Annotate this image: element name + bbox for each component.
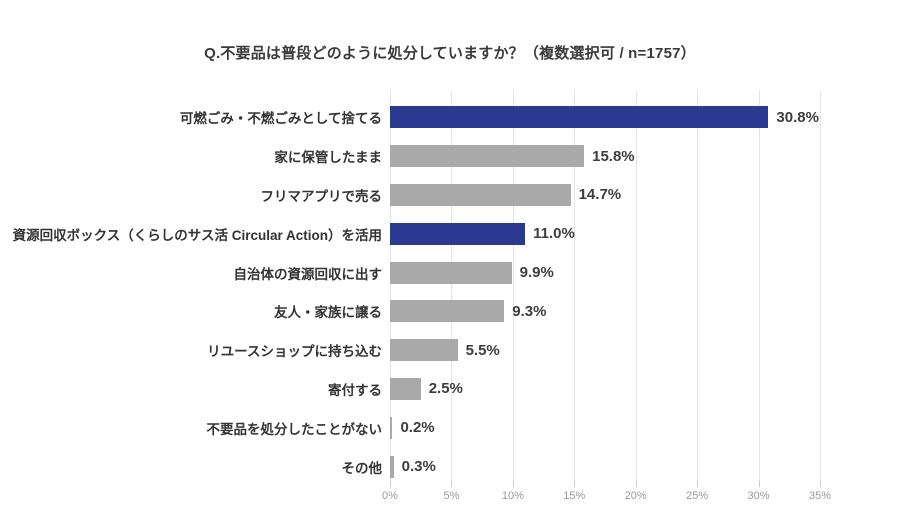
bar-area: 9.3% bbox=[390, 292, 860, 331]
chart-row: フリマアプリで売る 14.7% bbox=[0, 176, 900, 215]
x-axis-tick bbox=[574, 480, 576, 487]
chart-row: 資源回収ボックス（くらしのサス活 Circular Action）を活用 11.0… bbox=[0, 214, 900, 253]
chart-rows: 可燃ごみ・不燃ごみとして捨てる 30.8% 家に保管したまま 15.8% フリマアプリで… bbox=[0, 98, 900, 486]
bar bbox=[390, 339, 458, 362]
gridline bbox=[574, 90, 576, 480]
chart-row: 自治体の資源回収に出す 9.9% bbox=[0, 253, 900, 292]
gridline bbox=[390, 90, 391, 480]
value-label: 2.5% bbox=[428, 380, 463, 398]
value-label: 0.3% bbox=[401, 458, 436, 476]
gridline bbox=[512, 90, 514, 480]
bar bbox=[390, 222, 526, 245]
bar-area: 15.8% bbox=[390, 137, 860, 176]
value-label: 0.2% bbox=[400, 419, 435, 437]
bar bbox=[390, 455, 394, 478]
category-label: 不要品を処分したことがない bbox=[206, 421, 383, 437]
bar bbox=[390, 145, 585, 168]
category-label: リユースショップに持ち込む bbox=[207, 344, 382, 360]
x-axis-tick-label: 25% bbox=[686, 490, 709, 502]
bar-area: 14.7% bbox=[390, 176, 860, 215]
bar-area: 11.0% bbox=[390, 214, 860, 253]
chart-row: 家に保管したまま 15.8% bbox=[0, 137, 900, 176]
x-axis-tick bbox=[697, 480, 699, 487]
x-axis-tick bbox=[758, 480, 760, 487]
gridline bbox=[635, 90, 637, 480]
x-axis-tick-label: 10% bbox=[501, 490, 524, 502]
bar-area: 0.2% bbox=[390, 408, 860, 447]
x-axis-tick bbox=[390, 480, 391, 487]
bar-area: 9.9% bbox=[390, 253, 860, 292]
value-label: 5.5% bbox=[465, 341, 500, 359]
category-label: 友人・家族に譲る bbox=[274, 305, 382, 321]
x-axis-tick-label: 30% bbox=[747, 490, 770, 502]
chart-title: Q.不要品は普段どのように処分していますか？（複数選択可 / n=1757） bbox=[204, 45, 696, 62]
gridline bbox=[697, 90, 699, 480]
chart-row: 寄付する 2.5% bbox=[0, 370, 900, 409]
bar-area: 30.8% bbox=[390, 98, 860, 137]
category-label: 自治体の資源回収に出す bbox=[233, 266, 383, 282]
gridline bbox=[820, 90, 821, 480]
x-axis-tick-label: 15% bbox=[563, 490, 586, 502]
chart-row: その他 0.3% bbox=[0, 447, 900, 486]
x-axis-tick-label: 35% bbox=[808, 490, 832, 502]
x-axis-tick-label: 5% bbox=[443, 490, 460, 502]
category-label: その他 bbox=[341, 460, 383, 476]
chart-row: 可燃ごみ・不燃ごみとして捨てる 30.8% bbox=[0, 98, 900, 137]
category-label: 寄付する bbox=[328, 382, 382, 398]
value-label: 11.0% bbox=[533, 225, 575, 243]
gridline bbox=[451, 90, 453, 480]
gridlines bbox=[390, 90, 821, 480]
category-label: フリマアプリで売る bbox=[260, 188, 383, 204]
category-label: 資源回収ボックス（くらしのサス活 Circular Action）を活用 bbox=[12, 227, 382, 243]
bar-area: 2.5% bbox=[390, 370, 860, 409]
x-axis-tick-label: 0% bbox=[382, 490, 398, 502]
value-label: 14.7% bbox=[578, 186, 622, 204]
bar-area: 5.5% bbox=[390, 331, 860, 370]
x-axis: 0% 5% 10% 15% 20% 25% 30% 35% bbox=[382, 480, 831, 510]
bar bbox=[390, 183, 571, 206]
value-label: 9.3% bbox=[512, 302, 547, 320]
value-label: 9.9% bbox=[519, 264, 554, 282]
bar bbox=[390, 261, 512, 284]
bar bbox=[390, 300, 505, 323]
category-label: 可燃ごみ・不燃ごみとして捨てる bbox=[179, 111, 382, 127]
x-axis-tick bbox=[451, 480, 453, 487]
category-label: 家に保管したまま bbox=[274, 150, 382, 166]
gridline bbox=[758, 90, 760, 480]
x-axis-tick bbox=[512, 480, 514, 487]
chart-row: リユースショップに持ち込む 5.5% bbox=[0, 331, 900, 370]
chart-row: 友人・家族に譲る 9.3% bbox=[0, 292, 900, 331]
chart-row: 不要品を処分したことがない 0.2% bbox=[0, 408, 900, 447]
bar bbox=[390, 377, 421, 400]
bar bbox=[390, 106, 769, 129]
x-axis-tick bbox=[820, 480, 821, 487]
x-axis-tick-label: 20% bbox=[624, 490, 647, 502]
x-axis-tick bbox=[635, 480, 637, 487]
value-label: 30.8% bbox=[776, 108, 819, 126]
bar-area: 0.3% bbox=[390, 447, 860, 486]
value-label: 15.8% bbox=[592, 147, 635, 165]
bar bbox=[390, 416, 393, 439]
